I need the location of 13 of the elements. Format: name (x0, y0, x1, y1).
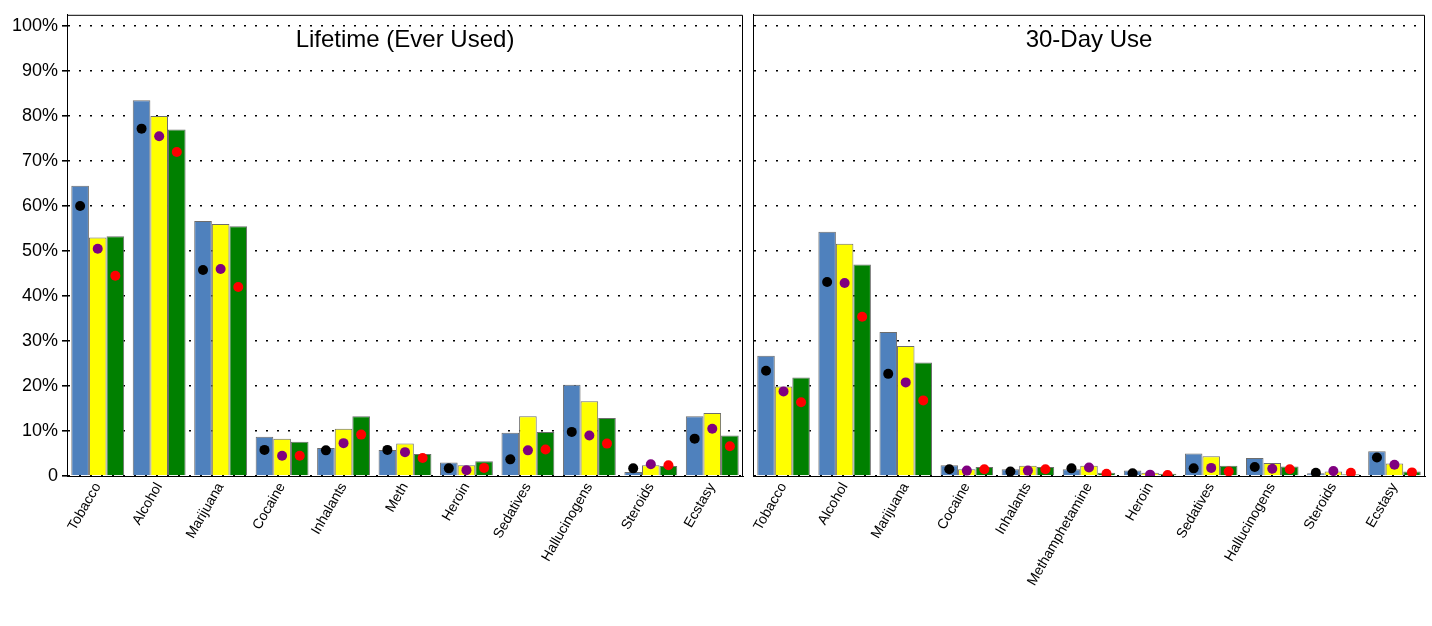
y-tick-label: 20% (21, 374, 58, 395)
y-tick-label: 0 (47, 464, 58, 485)
y-tick-label: 90% (21, 60, 58, 81)
y-tick-label: 70% (21, 150, 58, 170)
y-tick-label: 60% (21, 195, 58, 215)
y-tick-label: 80% (21, 105, 58, 126)
text: Lifetime (Ever Used) (295, 25, 515, 53)
y-tick-label: 100% (11, 15, 58, 36)
y-tick-label: 50% (21, 239, 58, 260)
y-tick-label: 30% (21, 329, 58, 350)
y-tick-label: 40% (21, 284, 58, 305)
text: 30-Day Use (1025, 25, 1153, 53)
y-tick-label: 10% (21, 419, 58, 440)
